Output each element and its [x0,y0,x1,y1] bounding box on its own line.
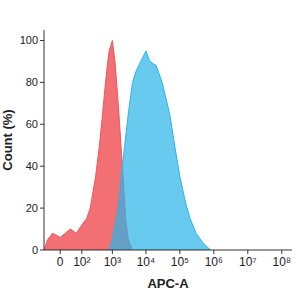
y-tick [40,124,44,125]
y-tick [40,82,44,83]
y-axis-label: Count (%) [0,109,15,170]
x-tick-label: 10⁶ [205,255,223,269]
x-tick-label: 10³ [104,255,121,269]
y-tick-label: 20 [26,202,38,214]
x-tick-label: 10² [73,255,90,269]
x-tick-label: 10⁴ [137,255,156,269]
x-tick-label: 10⁸ [273,255,291,269]
chart: 0 10² 10³ 10⁴ 10⁵ 10⁶ 10⁷ 10⁸ 0 20 40 60 80 100 APC-A C… [0,0,300,300]
x-axis [44,250,292,251]
x-tick-label: 10⁷ [239,255,257,269]
y-tick-label: 40 [26,160,38,172]
x-tick-label: 0 [57,255,64,269]
x-tick [112,250,113,254]
x-tick [179,250,180,254]
y-tick [40,250,44,251]
y-axis [44,30,45,250]
x-tick [60,250,61,254]
x-tick [81,250,82,254]
plot-area [44,40,211,250]
y-tick-label: 60 [26,118,38,130]
y-tick-label: 0 [32,244,38,256]
y-tick [40,40,44,41]
x-tick [281,250,282,254]
y-tick-label: 80 [26,76,38,88]
x-tick [213,250,214,254]
x-axis-label: APC-A [147,276,189,291]
histogram-area [109,51,210,250]
y-tick-label: 100 [20,34,38,46]
x-tick [247,250,248,254]
y-tick [40,166,44,167]
x-tick [145,250,146,254]
x-tick-label: 10⁵ [171,255,189,269]
y-tick [40,208,44,209]
